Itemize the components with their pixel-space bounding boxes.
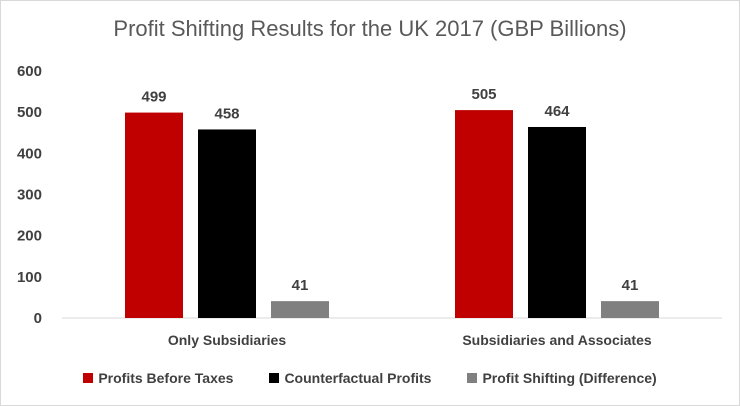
bar bbox=[271, 301, 329, 318]
y-tick-label: 200 bbox=[17, 228, 42, 245]
y-tick-label: 0 bbox=[34, 310, 42, 327]
legend-item: Counterfactual Profits bbox=[269, 370, 431, 386]
legend-swatch bbox=[83, 373, 94, 383]
data-label: 41 bbox=[622, 277, 639, 294]
legend-label: Profit Shifting (Difference) bbox=[482, 370, 657, 386]
legend-item: Profits Before Taxes bbox=[83, 370, 233, 386]
data-label: 499 bbox=[141, 89, 166, 106]
bar bbox=[125, 112, 183, 318]
y-tick-label: 500 bbox=[17, 104, 42, 121]
legend-item: Profit Shifting (Difference) bbox=[467, 370, 657, 386]
bar bbox=[528, 126, 586, 318]
legend-swatch bbox=[269, 373, 280, 383]
y-tick-label: 400 bbox=[17, 145, 42, 162]
y-tick-label: 300 bbox=[17, 187, 42, 204]
chart-title: Profit Shifting Results for the UK 2017 … bbox=[113, 16, 627, 41]
bar bbox=[198, 129, 256, 318]
y-tick-label: 600 bbox=[17, 63, 42, 80]
data-label: 41 bbox=[292, 277, 309, 294]
chart-legend: Profits Before Taxes Counterfactual Profi… bbox=[0, 370, 740, 386]
data-label: 458 bbox=[214, 105, 239, 122]
bar bbox=[455, 110, 513, 318]
legend-label: Profits Before Taxes bbox=[98, 370, 234, 386]
data-label: 505 bbox=[471, 86, 496, 103]
data-label: 464 bbox=[544, 103, 570, 120]
x-category-label: Subsidiaries and Associates bbox=[462, 332, 652, 348]
y-tick-label: 100 bbox=[17, 269, 42, 286]
legend-label: Counterfactual Profits bbox=[284, 370, 432, 386]
x-category-label: Only Subsidiaries bbox=[168, 332, 286, 348]
legend-swatch bbox=[467, 373, 478, 383]
bar bbox=[601, 301, 659, 318]
